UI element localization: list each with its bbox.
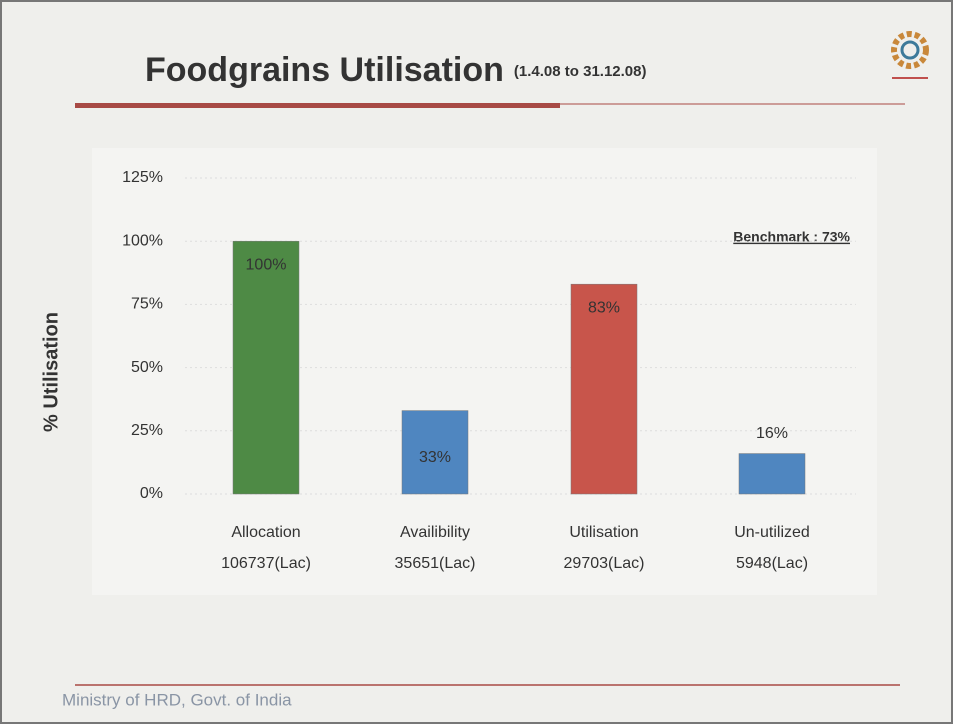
y-tick-label: 0% xyxy=(140,485,163,502)
data-label: 100% xyxy=(246,256,287,273)
x-tick-label: 5948(Lac) xyxy=(736,555,808,572)
title-text: Foodgrains Utilisation xyxy=(145,51,504,89)
chart-title: Foodgrains Utilisation (1.4.08 to 31.12.0… xyxy=(145,51,646,89)
title-underline xyxy=(75,103,560,108)
y-axis-label: % Utilisation xyxy=(40,312,62,432)
bar xyxy=(401,410,469,495)
y-tick-label: 75% xyxy=(131,296,163,313)
x-tick-label: Allocation xyxy=(231,524,300,541)
y-tick-label: 50% xyxy=(131,359,163,376)
x-tick-label: 29703(Lac) xyxy=(564,555,645,572)
x-tick-label: Un-utilized xyxy=(734,524,810,541)
chart-area xyxy=(92,148,877,595)
data-label: 33% xyxy=(419,449,451,466)
logo xyxy=(891,31,929,79)
data-label: 83% xyxy=(588,299,620,316)
x-tick-label: 106737(Lac) xyxy=(221,555,311,572)
bar xyxy=(232,240,300,495)
footer: Ministry of HRD, Govt. of India xyxy=(62,690,292,709)
bar xyxy=(570,283,638,495)
subtitle-text: (1.4.08 to 31.12.08) xyxy=(514,63,647,80)
y-tick-label: 100% xyxy=(122,232,163,249)
y-tick-label: 25% xyxy=(131,422,163,439)
x-tick-label: Availibility xyxy=(400,524,470,541)
bar xyxy=(738,453,806,495)
x-tick-label: Utilisation xyxy=(569,524,638,541)
x-tick-label: 35651(Lac) xyxy=(395,555,476,572)
y-tick-label: 125% xyxy=(122,169,163,186)
benchmark-annotation: Benchmark : 73% xyxy=(733,229,850,245)
data-label: 16% xyxy=(756,425,788,442)
